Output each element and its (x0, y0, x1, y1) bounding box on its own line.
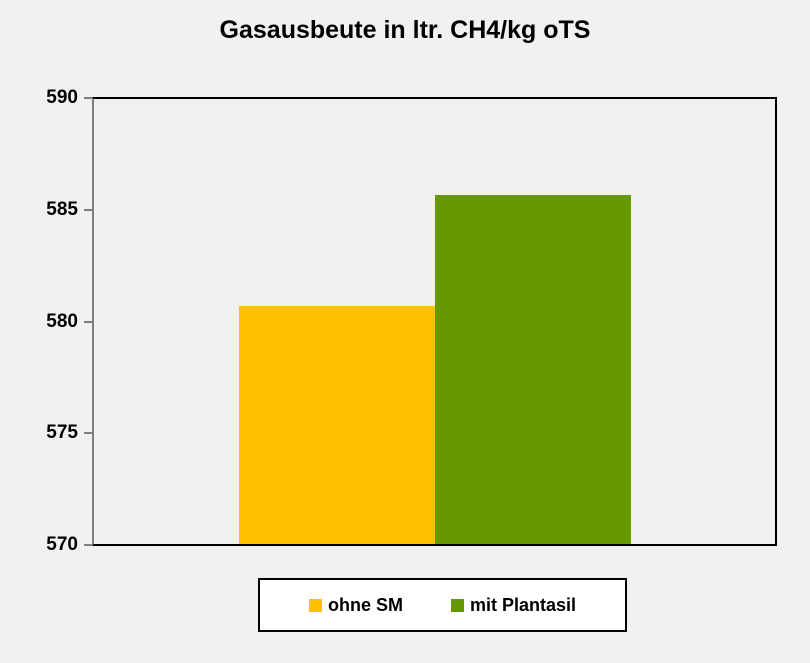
legend-swatch-ohne-sm (308, 598, 322, 612)
legend-label: mit Plantasil (469, 594, 577, 615)
legend: ohne SM mit Plantasil (258, 578, 627, 632)
bar-mit-plantasil (435, 195, 631, 544)
legend-item: mit Plantasil (450, 594, 577, 616)
bar-ohne-sm (239, 306, 435, 544)
y-tick-label: 590 (46, 87, 78, 108)
y-tick-label: 585 (46, 198, 78, 220)
y-tick-mark (84, 97, 93, 99)
legend-swatch-mit-plantasil (450, 598, 464, 612)
y-tick-label: 575 (46, 422, 78, 444)
y-tick-mark (84, 320, 93, 323)
y-tick-label: 580 (46, 310, 78, 332)
plot-area (92, 97, 777, 546)
y-tick-mark (84, 544, 93, 546)
y-tick-mark (84, 432, 93, 435)
legend-item: ohne SM (308, 594, 403, 616)
legend-label: ohne SM (327, 594, 403, 615)
chart-title: Gasausbeute in ltr. CH4/kg oTS (219, 16, 591, 44)
y-tick-mark (84, 208, 93, 211)
y-tick-label: 570 (46, 534, 78, 555)
